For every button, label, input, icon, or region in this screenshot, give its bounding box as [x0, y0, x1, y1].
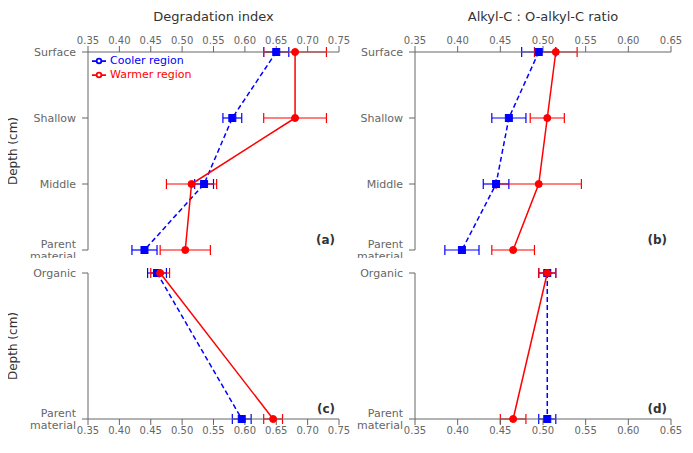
svg-text:0.60: 0.60: [617, 425, 639, 436]
svg-text:0.60: 0.60: [234, 35, 256, 46]
svg-text:Organic: Organic: [360, 267, 403, 280]
svg-text:Parentmaterial: Parentmaterial: [30, 238, 77, 258]
html-text:Degradation index: Degradation index: [153, 9, 274, 24]
svg-text:0.75: 0.75: [328, 425, 350, 436]
svg-text:0.45: 0.45: [489, 35, 511, 46]
svg-text:0.65: 0.65: [660, 35, 682, 46]
svg-text:0.50: 0.50: [532, 35, 554, 46]
svg-text:0.45: 0.45: [140, 35, 162, 46]
svg-text:0.75: 0.75: [328, 35, 350, 46]
svg-text:0.65: 0.65: [265, 35, 287, 46]
svg-text:0.55: 0.55: [575, 425, 597, 436]
svg-text:0.40: 0.40: [108, 35, 130, 46]
svg-text:0.45: 0.45: [140, 425, 162, 436]
html-text:(c): (c): [316, 402, 335, 416]
html-text:Warmer region: Warmer region: [110, 68, 192, 81]
svg-text:Parentmaterial: Parentmaterial: [357, 407, 404, 432]
svg-text:0.50: 0.50: [171, 35, 193, 46]
svg-text:Surface: Surface: [361, 46, 403, 59]
svg-text:0.40: 0.40: [447, 425, 469, 436]
svg-text:0.70: 0.70: [296, 35, 318, 46]
html-text:(b): (b): [647, 233, 667, 247]
svg-text:0.70: 0.70: [296, 425, 318, 436]
svg-text:Middle: Middle: [367, 178, 404, 191]
svg-text:0.40: 0.40: [447, 35, 469, 46]
svg-text:Surface: Surface: [34, 46, 76, 59]
svg-text:Organic: Organic: [33, 267, 76, 280]
svg-text:Parentmaterial: Parentmaterial: [357, 238, 404, 258]
svg-text:Middle: Middle: [40, 178, 77, 191]
svg-text:Depth (cm): Depth (cm): [8, 117, 20, 185]
svg-text:Shallow: Shallow: [360, 112, 403, 125]
svg-text:Shallow: Shallow: [33, 112, 76, 125]
svg-text:0.55: 0.55: [202, 425, 224, 436]
html-text:(d): (d): [647, 402, 667, 416]
html-text:Cooler region: Cooler region: [110, 54, 184, 67]
svg-text:0.65: 0.65: [265, 425, 287, 436]
svg-text:0.35: 0.35: [77, 35, 99, 46]
svg-text:0.35: 0.35: [404, 425, 426, 436]
svg-text:0.50: 0.50: [171, 425, 193, 436]
svg-text:0.55: 0.55: [575, 35, 597, 46]
html-text:(a): (a): [315, 233, 335, 247]
svg-text:Depth (cm): Depth (cm): [8, 312, 20, 380]
svg-text:Parentmaterial: Parentmaterial: [30, 407, 77, 432]
html-text:Alkyl-C : O-alkyl-C ratio: Alkyl-C : O-alkyl-C ratio: [467, 9, 619, 24]
svg-text:0.55: 0.55: [202, 35, 224, 46]
svg-text:0.50: 0.50: [532, 425, 554, 436]
svg-text:0.45: 0.45: [489, 425, 511, 436]
svg-text:0.60: 0.60: [617, 35, 639, 46]
svg-text:0.40: 0.40: [108, 425, 130, 436]
svg-text:0.35: 0.35: [404, 35, 426, 46]
svg-text:0.35: 0.35: [77, 425, 99, 436]
svg-text:0.60: 0.60: [234, 425, 256, 436]
svg-text:0.65: 0.65: [660, 425, 682, 436]
